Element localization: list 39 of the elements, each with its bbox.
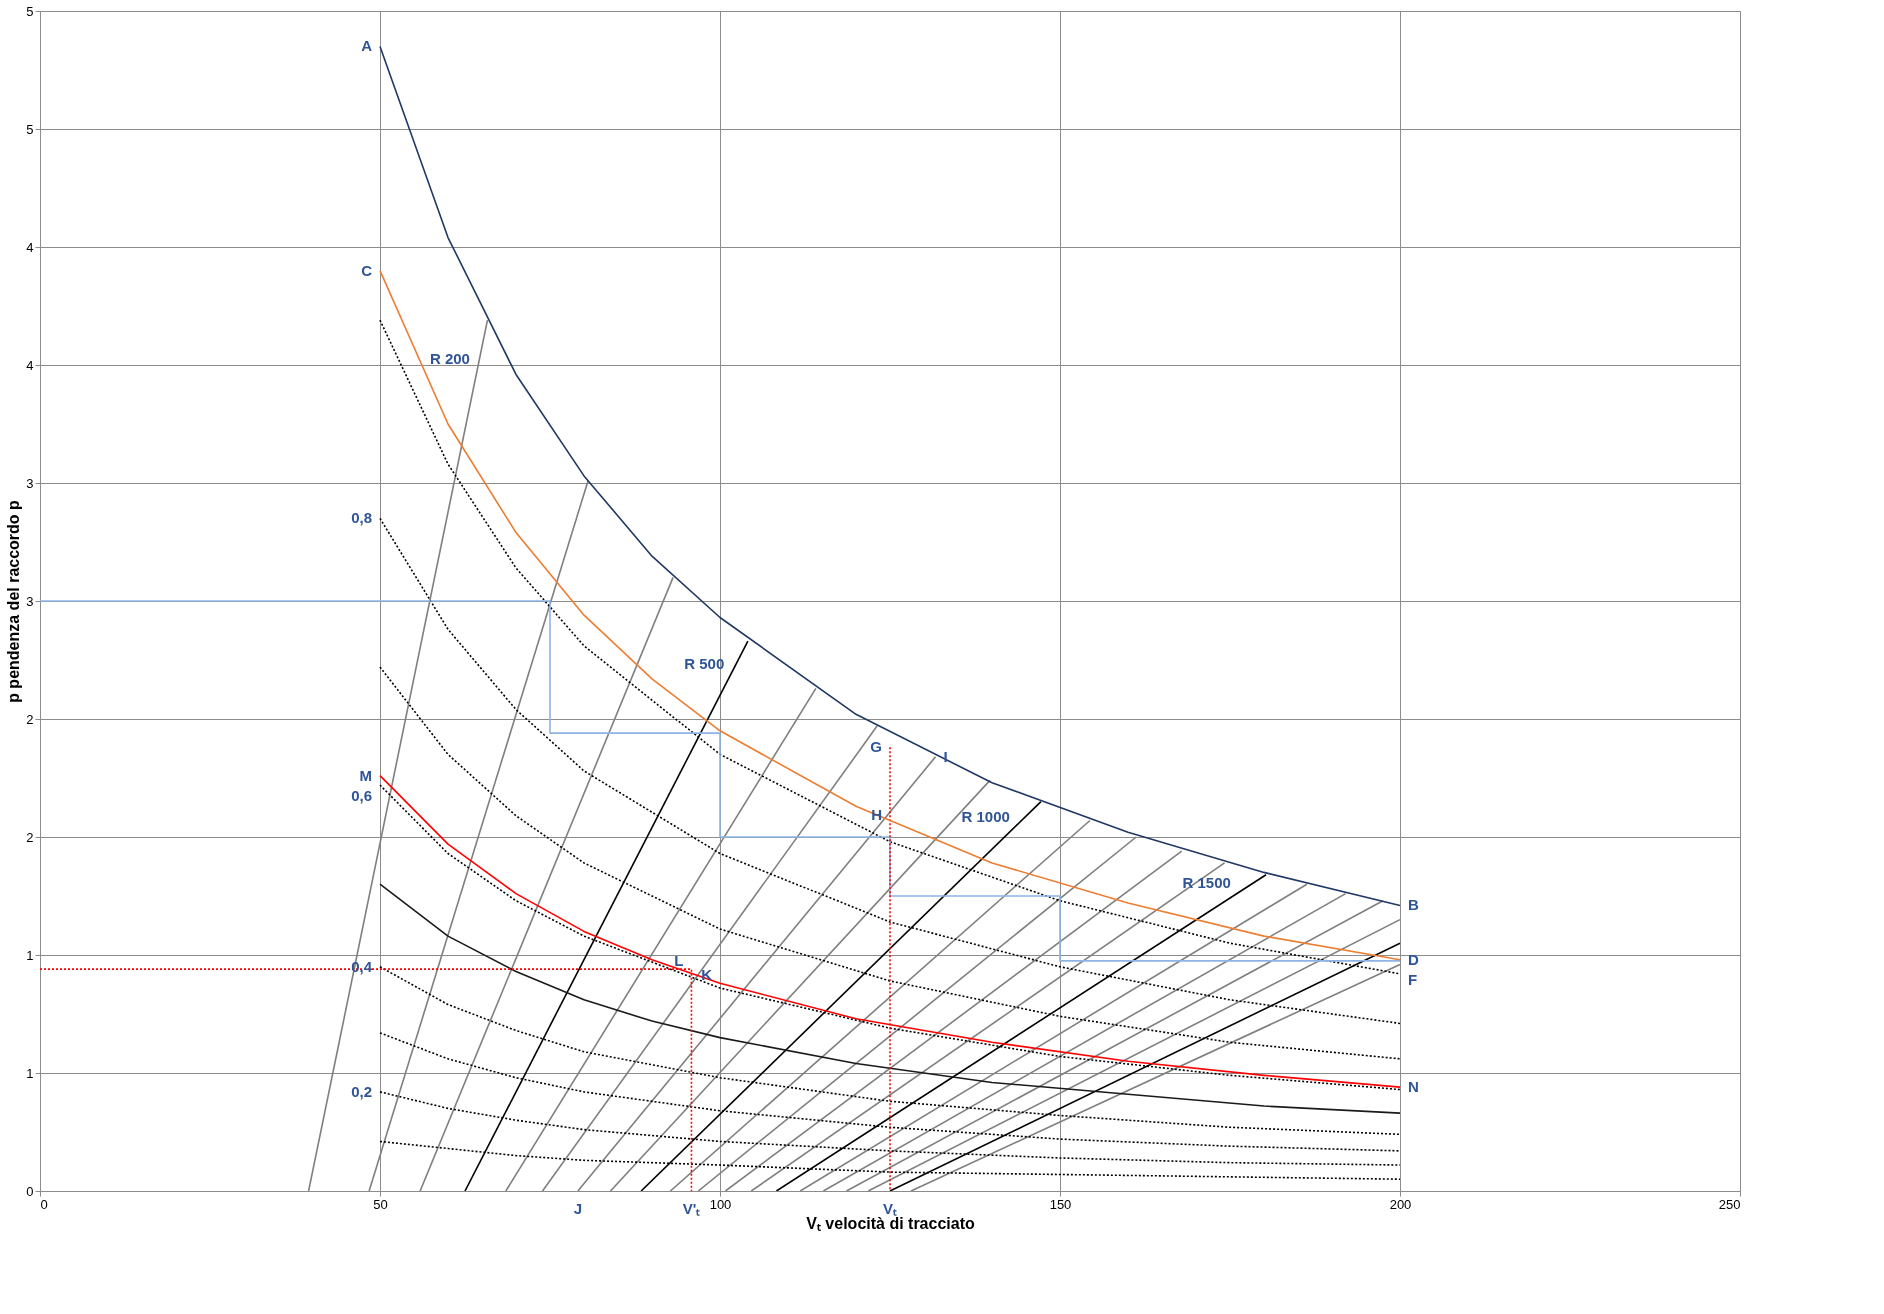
annotation: F: [1408, 970, 1418, 988]
y-tick-label: 3: [26, 593, 34, 609]
annotation: R 1000: [961, 808, 1010, 826]
x-tick-label: 50: [373, 1196, 388, 1212]
annotation: D: [1408, 950, 1419, 968]
y-tick-label: 1: [26, 947, 34, 963]
annotation: M: [359, 766, 372, 784]
annotation: G: [870, 738, 882, 756]
y-tick-label: 2: [26, 829, 34, 845]
x-tick-label: 150: [1049, 1196, 1072, 1212]
y-tick-label: 4: [26, 357, 34, 373]
annotation: R 200: [429, 350, 470, 368]
x-axis-title: Vₜ velocità di tracciato: [806, 1214, 975, 1232]
annotation: B: [1408, 896, 1419, 914]
annotation: L: [674, 952, 684, 970]
y-tick-label: 5: [26, 3, 34, 19]
annotation: 0,2: [351, 1082, 372, 1100]
annotation: J: [573, 1200, 583, 1217]
annotation: 0,8: [351, 509, 372, 527]
y-tick-label: 2: [26, 711, 34, 727]
x-tick-label: 200: [1389, 1196, 1412, 1212]
annotation: Vₜ: [882, 1200, 898, 1217]
annotation: V'ₜ: [682, 1200, 701, 1217]
annotation: C: [361, 261, 373, 279]
x-tick-label: 0: [40, 1196, 48, 1212]
y-tick-label: 3: [26, 475, 34, 491]
y-tick-label: 5: [26, 121, 34, 137]
annotation: A: [361, 37, 373, 55]
x-tick-label: 100: [709, 1196, 732, 1212]
y-tick-label: 4: [26, 239, 34, 255]
y-axis-title: p pendenza del raccordo p: [5, 499, 23, 703]
annotation: I: [943, 747, 948, 765]
x-tick-label: 250: [1718, 1196, 1741, 1212]
annotation: R 1500: [1182, 874, 1231, 892]
annotation: 0,6: [351, 786, 372, 804]
line-series: [379, 45, 1401, 907]
annotation: N: [1408, 1078, 1419, 1096]
y-tick-label: 1: [26, 1065, 34, 1081]
y-tick-label: 0: [26, 1183, 34, 1199]
